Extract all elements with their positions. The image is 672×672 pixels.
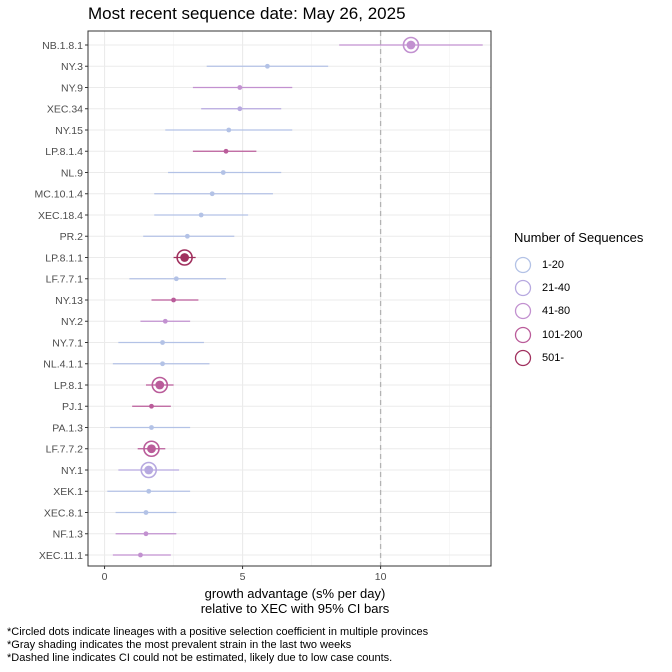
footnote-2: *Gray shading indicates the most prevale… xyxy=(7,639,352,651)
chart-title: Most recent sequence date: May 26, 2025 xyxy=(88,4,406,23)
legend-key-circle-icon xyxy=(514,279,532,297)
data-point xyxy=(149,403,154,409)
y-tick-label: NF.1.3 xyxy=(53,529,84,541)
data-point xyxy=(265,63,270,69)
y-tick-label: NY.15 xyxy=(55,125,83,137)
data-point xyxy=(226,127,232,133)
plot-panel xyxy=(88,31,491,566)
legend-items: 1-20 21-40 41-80 101-200 501- xyxy=(514,253,643,369)
data-point xyxy=(173,276,179,282)
legend-label: 21-40 xyxy=(542,281,571,294)
legend-circle xyxy=(514,303,532,320)
selection-circle xyxy=(176,249,193,266)
y-tick-label: XEC.11.1 xyxy=(39,550,83,562)
y-tick-label: NY.7.1 xyxy=(52,337,83,349)
x-tick-label: 0 xyxy=(102,571,108,583)
legend-item: 501- xyxy=(514,346,643,369)
footnotes: *Circled dots indicate lineages with a p… xyxy=(7,626,428,665)
y-tick-label: NY.2 xyxy=(61,316,83,328)
data-point xyxy=(220,170,226,175)
y-tick-label: LP.8.1.1 xyxy=(45,252,83,264)
data-point xyxy=(138,552,143,558)
data-point xyxy=(147,444,156,454)
y-tick-label: NY.1 xyxy=(61,465,83,477)
legend-label: 501- xyxy=(542,351,565,364)
plot-border xyxy=(87,30,492,567)
y-tick-label: NY.13 xyxy=(55,295,83,307)
x-tick-label: 10 xyxy=(375,571,387,583)
data-point xyxy=(209,191,215,197)
data-point xyxy=(180,253,190,262)
data-point xyxy=(155,380,165,390)
legend-circle xyxy=(514,279,532,297)
data-point xyxy=(198,212,204,218)
y-tick-label: PR.2 xyxy=(60,231,84,243)
x-axis-label-line2: relative to XEC with 95% CI bars xyxy=(200,601,390,616)
data-point xyxy=(149,425,154,430)
y-tick-label: MC.10.1.4 xyxy=(35,189,84,201)
legend: Number of Sequences 1-20 21-40 41-80 101-20… xyxy=(514,230,643,369)
y-tick-label: XEC.34 xyxy=(47,104,83,116)
legend-label: 1-20 xyxy=(542,258,565,271)
y-tick-label: NB.1.8.1 xyxy=(42,40,83,52)
data-point xyxy=(184,233,190,239)
y-tick-label: NY.3 xyxy=(61,61,83,73)
y-tick-label: LP.8.1.4 xyxy=(45,146,83,158)
selection-circle xyxy=(402,36,420,54)
data-point xyxy=(237,106,243,112)
data-point xyxy=(146,488,152,494)
footnote-1: *Circled dots indicate lineages with a p… xyxy=(7,626,429,638)
data-point xyxy=(144,465,154,475)
data-point xyxy=(160,361,165,367)
legend-label: 101-200 xyxy=(542,328,583,341)
legend-key-circle-icon xyxy=(514,326,532,343)
legend-circle xyxy=(514,349,532,366)
y-tick-label: LP.8.1 xyxy=(54,380,83,392)
legend-circle xyxy=(514,326,532,343)
legend-key-circle-icon xyxy=(514,303,532,320)
y-tick-label: XEC.8.1 xyxy=(44,507,83,519)
x-axis-label-line1: growth advantage (s% per day) xyxy=(204,586,386,601)
y-tick-label: LF.7.7.2 xyxy=(46,444,84,456)
legend-title: Number of Sequences xyxy=(514,230,644,245)
data-point xyxy=(223,148,229,154)
data-point xyxy=(162,318,168,324)
data-point xyxy=(143,510,149,515)
y-tick-label: XEC.18.4 xyxy=(38,210,83,222)
selection-circle xyxy=(151,376,169,394)
y-tick-label: NL.4.1.1 xyxy=(43,359,83,371)
selection-circle xyxy=(143,440,160,458)
legend-item: 21-40 xyxy=(514,276,643,299)
data-point xyxy=(237,85,243,90)
legend-key-circle-icon xyxy=(514,256,532,273)
footnote-3: *Dashed line indicates CI could not be e… xyxy=(7,652,393,664)
y-tick-label: PA.1.3 xyxy=(52,422,83,434)
y-tick-label: XEK.1 xyxy=(53,486,83,498)
data-point xyxy=(143,531,149,537)
legend-item: 101-200 xyxy=(514,323,643,346)
selection-circle xyxy=(140,461,158,479)
x-axis-label: growth advantage (s% per day) relative t… xyxy=(98,586,492,616)
data-point xyxy=(406,40,416,50)
legend-label: 41-80 xyxy=(542,305,571,318)
data-point xyxy=(160,340,165,345)
y-tick-label: LF.7.7.1 xyxy=(46,274,84,286)
data-point xyxy=(171,297,176,303)
y-tick-label: NL.9 xyxy=(61,167,83,179)
legend-key-circle-icon xyxy=(514,349,532,366)
legend-item: 1-20 xyxy=(514,253,643,276)
legend-circle xyxy=(514,256,532,273)
legend-item: 41-80 xyxy=(514,300,643,323)
y-tick-label: NY.9 xyxy=(61,82,83,94)
y-tick-label: PJ.1 xyxy=(62,401,83,413)
x-tick-label: 5 xyxy=(240,571,246,583)
